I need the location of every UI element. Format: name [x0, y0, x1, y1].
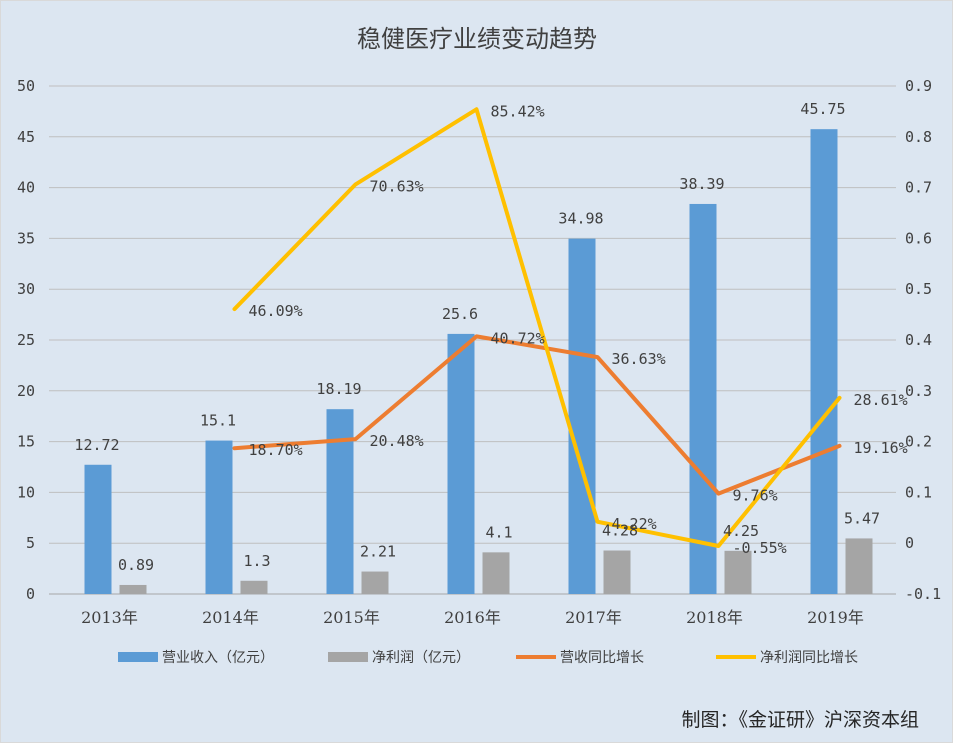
right-axis-tick-label: 0.9 — [905, 77, 932, 95]
bar — [724, 550, 752, 594]
bar-data-label: 5.47 — [844, 509, 880, 527]
left-axis-tick-label: 15 — [17, 433, 35, 451]
legend-label: 营业收入（亿元） — [162, 650, 274, 666]
bar — [603, 550, 631, 594]
bar — [568, 238, 596, 594]
left-axis: 0 5 10 15 20 25 30 35 40 45 50 — [17, 77, 35, 603]
x-axis-tick-label: 2015年 — [323, 608, 380, 627]
bar-data-label: 4.25 — [723, 522, 759, 540]
left-axis-tick-label: 40 — [17, 179, 35, 197]
right-axis-tick-label: 0.3 — [905, 382, 932, 400]
line-data-label: 36.63% — [612, 350, 666, 368]
right-axis-tick-label: 0.1 — [905, 483, 932, 501]
bar — [689, 203, 717, 595]
credit-text: 制图：《金证研》沪深资本组 — [681, 709, 919, 731]
line-data-label: 4.22% — [612, 515, 657, 533]
x-axis-tick-label: 2014年 — [202, 608, 259, 627]
chart-title: 稳健医疗业绩变动趋势 — [357, 25, 597, 53]
left-axis-tick-label: 50 — [17, 77, 35, 95]
line-data-label: 19.16% — [854, 439, 908, 457]
right-axis-tick-label: -0.1 — [905, 585, 941, 603]
left-axis-tick-label: 10 — [17, 483, 35, 501]
line-series — [232, 107, 842, 548]
bar — [845, 538, 873, 594]
right-axis-tick-label: 0.8 — [905, 128, 932, 146]
bar — [119, 584, 147, 594]
line-data-label: 18.70% — [249, 441, 303, 459]
line-data-label: 20.48% — [370, 432, 424, 450]
bar — [447, 333, 475, 594]
bar — [84, 464, 112, 594]
bar — [326, 409, 354, 594]
line-profit-growth — [232, 107, 842, 548]
left-axis-tick-label: 5 — [26, 534, 35, 552]
x-axis: 2013年 2014年 2015年 2016年 2017年 2018年 2019年 — [49, 593, 896, 627]
bar — [482, 552, 510, 594]
x-axis-tick-label: 2016年 — [444, 608, 501, 627]
bar-data-label: 12.72 — [74, 436, 119, 454]
bar-data-label: 34.98 — [558, 210, 603, 228]
bar — [205, 440, 233, 594]
legend-label: 净利润同比增长 — [760, 650, 858, 666]
line-data-label: 40.72% — [491, 329, 545, 347]
left-axis-tick-label: 20 — [17, 382, 35, 400]
bar-data-label: 1.3 — [243, 552, 270, 570]
x-axis-tick-label: 2013年 — [81, 608, 138, 627]
right-axis-tick-label: 0.5 — [905, 280, 932, 298]
x-axis-tick-label: 2019年 — [807, 608, 864, 627]
line-data-label: 9.76% — [733, 487, 778, 505]
line-data-label: 85.42% — [491, 102, 545, 120]
line-data-label: 28.61% — [854, 391, 908, 409]
bar — [810, 129, 838, 594]
line-data-label: 70.63% — [370, 177, 424, 195]
bar-data-label: 45.75 — [800, 100, 845, 118]
left-axis-tick-label: 25 — [17, 331, 35, 349]
legend-swatch — [118, 652, 158, 662]
bar-data-label: 25.6 — [442, 305, 478, 323]
right-axis-tick-label: 0.2 — [905, 433, 932, 451]
line-revenue-growth — [232, 334, 842, 496]
bar-data-label: 2.21 — [360, 543, 396, 561]
line-data-label: 46.09% — [249, 302, 303, 320]
right-axis-tick-label: 0.7 — [905, 179, 932, 197]
data-labels: 12.72 15.1 18.19 25.6 34.98 38.39 45.75 0.89 1.3… — [74, 100, 907, 574]
bar-data-label: 15.1 — [200, 412, 236, 430]
left-axis-tick-label: 30 — [17, 280, 35, 298]
bar-data-label: 18.19 — [316, 380, 361, 398]
bar-series — [84, 129, 873, 595]
left-axis-tick-label: 45 — [17, 128, 35, 146]
bar-data-label: 4.1 — [485, 523, 512, 541]
legend-swatch — [328, 652, 368, 662]
line-data-label: -0.55% — [733, 539, 787, 557]
right-axis-tick-label: 0.4 — [905, 331, 932, 349]
x-axis-tick-label: 2018年 — [686, 608, 743, 627]
right-axis: -0.1 0 0.1 0.2 0.3 0.4 0.5 0.6 0.7 0.8 0.9 — [905, 77, 941, 603]
bar-data-label: 0.89 — [118, 556, 154, 574]
bar-data-label: 4.28 — [602, 522, 638, 540]
bar-data-label: 38.39 — [679, 175, 724, 193]
left-axis-tick-label: 0 — [26, 585, 35, 603]
legend: 营业收入（亿元） 净利润（亿元） 营收同比增长 净利润同比增长 — [118, 650, 858, 666]
right-axis-tick-label: 0 — [905, 534, 914, 552]
right-axis-tick-label: 0.6 — [905, 229, 932, 247]
left-axis-tick-label: 35 — [17, 229, 35, 247]
legend-label: 营收同比增长 — [560, 650, 644, 666]
bar — [240, 580, 268, 594]
x-axis-tick-label: 2017年 — [565, 608, 622, 627]
bar — [361, 571, 389, 594]
legend-label: 净利润（亿元） — [372, 650, 470, 666]
